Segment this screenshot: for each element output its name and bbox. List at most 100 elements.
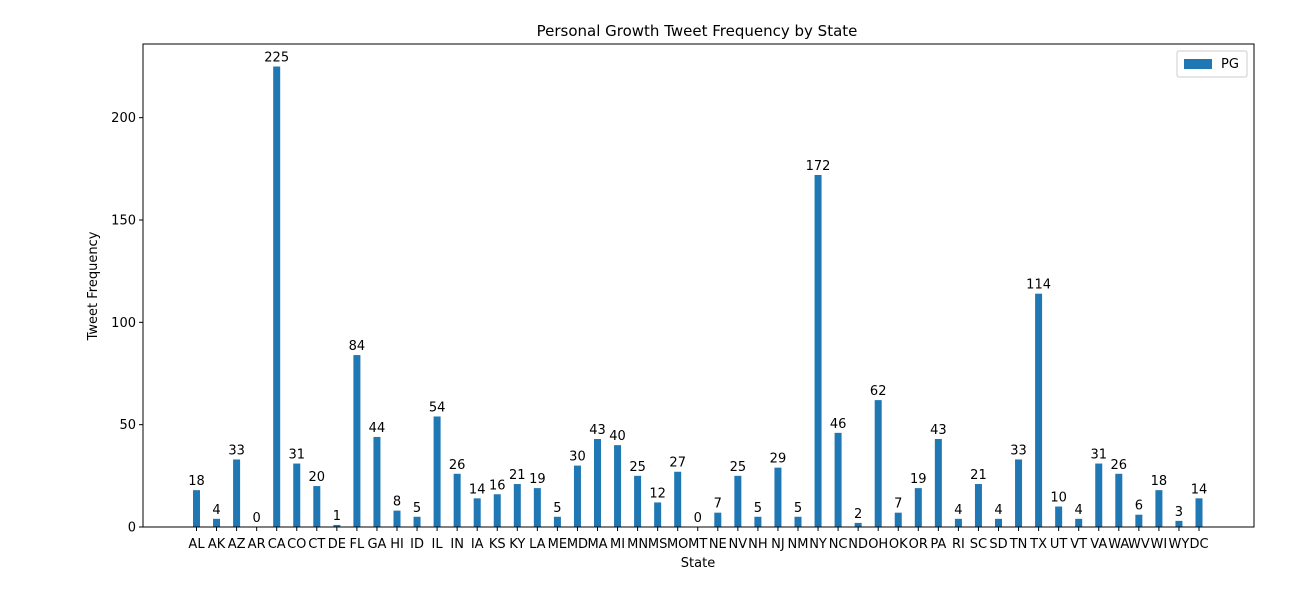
bar-RI [954, 518, 962, 527]
bar-IA [473, 498, 481, 527]
bar-value-label: 43 [589, 423, 606, 438]
bar-value-label: 3 [1175, 505, 1183, 520]
bar-value-label: 26 [1111, 458, 1128, 473]
bar-value-label: 18 [1151, 474, 1168, 489]
bar-value-label: 26 [449, 458, 466, 473]
bar-value-label: 20 [309, 470, 326, 485]
bar-CO [293, 463, 301, 527]
x-tick-label: IL [432, 537, 444, 552]
bar-WA [1115, 473, 1123, 527]
bar-value-label: 40 [609, 429, 626, 444]
x-tick-label: NH [748, 537, 768, 552]
x-tick-label: ME [548, 537, 567, 552]
x-tick-label: AR [248, 537, 266, 552]
bar-value-label: 27 [669, 456, 686, 471]
bar-OK [894, 512, 902, 527]
x-tick-label: OK [889, 537, 908, 552]
bar-value-label: 46 [830, 417, 847, 432]
bar-value-label: 43 [930, 423, 947, 438]
bar-value-label: 31 [288, 448, 305, 463]
bar-value-label: 6 [1135, 499, 1143, 514]
x-tick-label: OH [868, 537, 888, 552]
bar-value-label: 12 [649, 486, 666, 501]
y-tick-label: 100 [111, 316, 136, 331]
x-tick-label: DC [1189, 537, 1208, 552]
bar-value-label: 44 [369, 421, 386, 436]
bar-value-label: 172 [806, 159, 831, 174]
legend-label: PG [1221, 57, 1239, 72]
bar-OH [874, 400, 882, 527]
x-tick-label: SD [989, 537, 1007, 552]
x-tick-label: MD [567, 537, 588, 552]
x-tick-label: NV [729, 537, 748, 552]
y-tick-label: 50 [119, 418, 136, 433]
bar-value-label: 19 [910, 472, 927, 487]
bar-OR [914, 488, 922, 527]
bar-value-label: 30 [569, 450, 586, 465]
x-tick-label: MA [587, 537, 607, 552]
x-tick-label: AK [208, 537, 226, 552]
x-tick-label: NY [809, 537, 827, 552]
bar-NH [754, 516, 762, 527]
bar-GA [373, 436, 381, 527]
bar-value-label: 5 [553, 501, 561, 516]
bar-WI [1155, 490, 1163, 527]
x-tick-label: KS [489, 537, 506, 552]
x-tick-label: NC [829, 537, 848, 552]
bars [193, 66, 1203, 528]
y-axis-label: Tweet Frequency [86, 231, 101, 341]
bar-value-label: 14 [1191, 482, 1208, 497]
bar-value-label: 7 [714, 497, 722, 512]
x-tick-label: TN [1009, 537, 1028, 552]
x-tick-label: GA [367, 537, 386, 552]
x-tick-label: CT [308, 537, 325, 552]
bar-value-label: 4 [1075, 503, 1083, 518]
x-tick-label: WA [1108, 537, 1129, 552]
x-tick-label: TX [1029, 537, 1047, 552]
bar-MN [634, 475, 642, 527]
bar-value-label: 33 [228, 443, 245, 458]
bar-DE [333, 524, 341, 527]
x-tick-label: VT [1070, 537, 1087, 552]
x-tick-label: CO [287, 537, 306, 552]
bar-TN [1015, 459, 1023, 527]
bar-value-label: 25 [629, 460, 646, 475]
x-tick-label: KY [509, 537, 525, 552]
bar-value-label: 84 [349, 339, 366, 354]
bar-SC [974, 484, 982, 527]
bar-value-label: 10 [1050, 491, 1067, 506]
x-tick-label: ID [410, 537, 424, 552]
x-tick-label: SC [970, 537, 987, 552]
x-tick-label: MT [688, 537, 707, 552]
bar-value-label: 25 [730, 460, 747, 475]
bar-VA [1095, 463, 1103, 527]
x-tick-label: UT [1050, 537, 1068, 552]
bar-CA [273, 66, 281, 528]
bar-value-label: 114 [1026, 278, 1051, 293]
bar-CT [313, 486, 321, 527]
bar-NE [714, 512, 722, 527]
x-tick-label: WY [1169, 537, 1190, 552]
x-tick-label: CA [268, 537, 286, 552]
x-tick-label: ND [848, 537, 868, 552]
bar-SD [995, 518, 1002, 527]
bar-NM [794, 516, 802, 527]
bar-UT [1055, 506, 1063, 527]
bar-NV [734, 475, 742, 527]
bar-PA [934, 438, 942, 527]
bar-value-label: 19 [529, 472, 546, 487]
bar-HI [393, 510, 401, 527]
x-tick-label: NM [788, 537, 809, 552]
legend-swatch [1184, 59, 1212, 69]
bar-value-label: 0 [694, 511, 702, 526]
x-tick-label: MO [667, 537, 688, 552]
bar-value-label: 2 [854, 507, 862, 522]
bar-value-label: 21 [509, 468, 526, 483]
bar-value-label: 4 [994, 503, 1002, 518]
bar-value-label: 21 [970, 468, 987, 483]
x-tick-label: FL [350, 537, 365, 552]
x-tick-label: OR [909, 537, 928, 552]
bar-value-label: 62 [870, 384, 887, 399]
